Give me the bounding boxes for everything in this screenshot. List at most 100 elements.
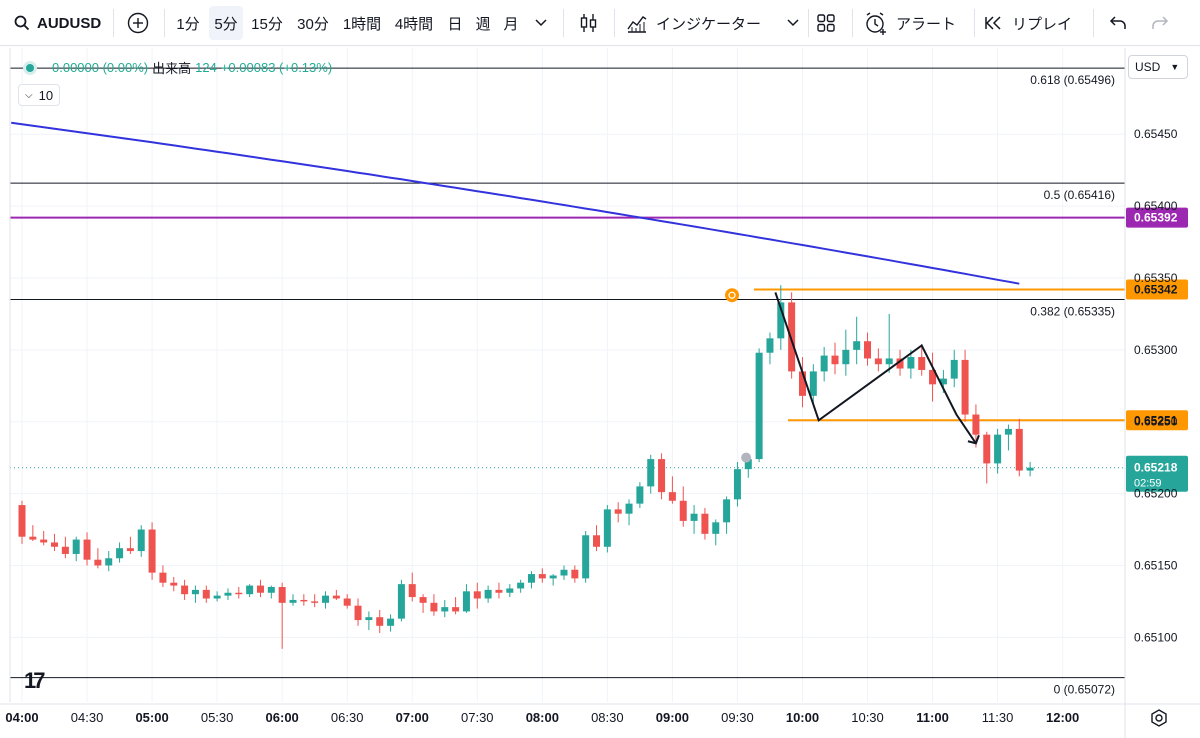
candle-body bbox=[61, 546, 69, 554]
candle-body bbox=[376, 617, 384, 626]
settings-icon[interactable] bbox=[1150, 709, 1168, 732]
currency-select[interactable]: USD ▼ bbox=[1128, 55, 1188, 79]
candle-body bbox=[148, 529, 156, 573]
redo-button[interactable] bbox=[1146, 0, 1174, 46]
candle-body bbox=[256, 585, 264, 593]
fib-retracement[interactable]: 0.618 (0.65496) 0.5 (0.65416) 0.382 (0.653… bbox=[10, 67, 1125, 697]
indicators-button[interactable]: インジケーター bbox=[626, 0, 776, 46]
zigzag-line[interactable] bbox=[774, 292, 977, 444]
candle-body bbox=[679, 500, 687, 521]
candle-body bbox=[484, 589, 492, 599]
volume-label: 出来高 bbox=[152, 61, 192, 76]
replay-icon bbox=[984, 15, 1004, 31]
candle-body bbox=[126, 548, 134, 552]
alert-button[interactable]: アラート bbox=[864, 0, 968, 46]
ma-indicator-toggle[interactable]: ⌵ 10 bbox=[18, 84, 61, 106]
candle-body bbox=[430, 602, 438, 612]
candle-body bbox=[885, 358, 893, 365]
price-label-badge bbox=[1126, 410, 1188, 431]
alert-label: アラート bbox=[896, 15, 957, 33]
currency-label: USD bbox=[1135, 60, 1161, 74]
chevron-down-icon bbox=[787, 19, 799, 27]
fib-level-label: 0.618 (0.65496) bbox=[1030, 73, 1115, 87]
redo-icon bbox=[1151, 15, 1169, 31]
candle-body bbox=[235, 592, 243, 595]
last-price-text: 0.65218 bbox=[1134, 461, 1178, 475]
candle-body bbox=[853, 341, 861, 350]
candle-body bbox=[246, 585, 254, 595]
interval-dropdown[interactable] bbox=[530, 0, 552, 46]
ma-line bbox=[11, 121, 1020, 285]
divider bbox=[563, 9, 564, 37]
candles bbox=[18, 285, 1034, 649]
candle-body bbox=[918, 357, 926, 370]
candle-body bbox=[961, 359, 969, 415]
candle-body bbox=[213, 595, 221, 599]
alert-marker-icon[interactable] bbox=[725, 288, 740, 303]
fib-level-label: 0.382 (0.65335) bbox=[1030, 305, 1115, 319]
volume-change: +0.00083 (+0.13%) bbox=[220, 60, 333, 75]
candle-body bbox=[1004, 428, 1012, 435]
candle-body bbox=[40, 539, 48, 543]
candle-body bbox=[582, 535, 590, 579]
fib-level-label: 0.5 (0.65416) bbox=[1044, 188, 1115, 202]
interval-30m[interactable]: 30分 bbox=[297, 15, 329, 33]
candle-body bbox=[690, 513, 698, 521]
candle-body bbox=[733, 469, 741, 500]
divider bbox=[614, 9, 615, 37]
price-tick-label: 0.65250 bbox=[1134, 415, 1178, 429]
candle-body bbox=[278, 587, 286, 603]
candles-icon bbox=[577, 12, 599, 34]
chart-type-button[interactable] bbox=[572, 0, 604, 46]
candle-body bbox=[105, 558, 113, 566]
divider bbox=[113, 9, 114, 37]
horizontal-lines[interactable]: 0.65392 0.65342 0.65251 0.65218 02:59 bbox=[10, 207, 1188, 492]
interval-day[interactable]: 日 bbox=[447, 15, 463, 33]
price-tick-label: 0.65300 bbox=[1134, 343, 1178, 357]
replay-button[interactable]: リプレイ bbox=[984, 0, 1082, 46]
candle-body bbox=[777, 302, 785, 339]
candle-body bbox=[766, 338, 774, 353]
interval-month[interactable]: 月 bbox=[503, 15, 519, 33]
candle-body bbox=[809, 371, 817, 396]
interval-4h[interactable]: 4時間 bbox=[394, 15, 434, 33]
candle-body bbox=[560, 569, 568, 576]
marker-dot bbox=[741, 452, 752, 463]
candle-body bbox=[137, 529, 145, 552]
interval-1h[interactable]: 1時間 bbox=[342, 15, 382, 33]
candle-body bbox=[755, 352, 763, 460]
candle-body bbox=[116, 548, 124, 559]
status-dot bbox=[26, 63, 34, 72]
candle-body bbox=[300, 599, 308, 602]
candle-body bbox=[332, 595, 340, 599]
ma-length: 10 bbox=[38, 87, 54, 103]
time-tick-label: 10:30 bbox=[851, 710, 884, 725]
interval-1m[interactable]: 1分 bbox=[176, 15, 200, 33]
candle-body bbox=[636, 486, 644, 504]
symbol-search[interactable]: AUDUSD bbox=[14, 0, 104, 46]
candle-body bbox=[191, 589, 199, 595]
indicators-dropdown[interactable] bbox=[784, 0, 802, 46]
undo-icon bbox=[1109, 15, 1127, 31]
candle-body bbox=[668, 492, 676, 501]
tradingview-logo: 17 bbox=[24, 668, 46, 693]
interval-15m[interactable]: 15分 bbox=[251, 15, 283, 33]
candle-body bbox=[744, 459, 752, 470]
price-label-text: 0.65392 bbox=[1134, 211, 1178, 225]
time-tick-label: 07:00 bbox=[396, 710, 429, 725]
candle-body bbox=[950, 359, 958, 379]
undo-button[interactable] bbox=[1104, 0, 1132, 46]
add-symbol-button[interactable] bbox=[122, 0, 154, 46]
price-label-text: 0.65251 bbox=[1134, 413, 1178, 427]
candle-body bbox=[658, 459, 666, 493]
replay-label: リプレイ bbox=[1012, 15, 1073, 33]
layout-button[interactable] bbox=[812, 0, 840, 46]
candle-body bbox=[18, 505, 26, 537]
interval-week[interactable]: 週 bbox=[475, 15, 491, 33]
price-change: 0.00000 (0.00%) bbox=[52, 60, 149, 75]
candle-body bbox=[842, 349, 850, 365]
interval-5m[interactable]: 5分 bbox=[209, 6, 243, 40]
zigzag-drawing[interactable] bbox=[725, 288, 980, 463]
symbol-name: AUDUSD bbox=[37, 14, 102, 32]
